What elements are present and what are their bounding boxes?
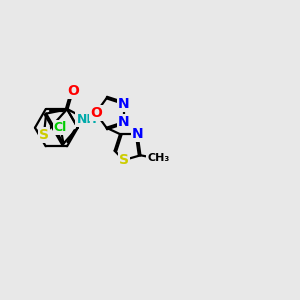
Text: N: N xyxy=(132,127,143,141)
Text: O: O xyxy=(67,84,79,98)
Text: N: N xyxy=(118,115,130,129)
Text: Cl: Cl xyxy=(54,121,67,134)
Text: S: S xyxy=(39,128,49,142)
Text: NH: NH xyxy=(76,113,97,126)
Text: O: O xyxy=(90,106,102,120)
Text: S: S xyxy=(119,153,129,167)
Text: N: N xyxy=(118,97,130,111)
Text: CH₃: CH₃ xyxy=(147,153,170,163)
